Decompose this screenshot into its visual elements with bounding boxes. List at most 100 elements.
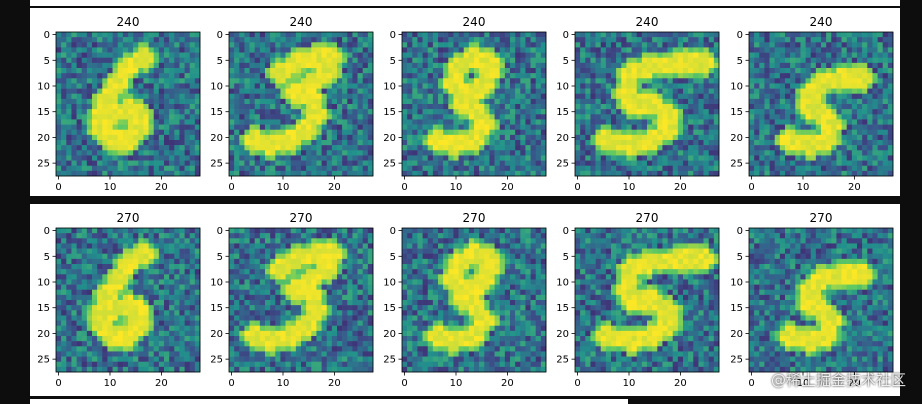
y-tick-label: 15	[556, 303, 569, 314]
y-tick-label: 25	[730, 159, 743, 170]
x-tick-label: 10	[623, 182, 636, 193]
figure-row-270: 270 0 10 20 0 5 10 15 20 25 270 0 10 20 0 5 10 15 20 25 270 0…	[37, 211, 894, 389]
y-tick-label: 25	[556, 159, 569, 170]
y-tick-label: 5	[44, 56, 50, 67]
y-tick-label: 0	[44, 30, 50, 41]
y-tick-label: 0	[44, 226, 50, 237]
y-tick-label: 10	[37, 82, 50, 93]
y-tick-label: 15	[383, 303, 396, 314]
x-tick-label: 20	[155, 182, 168, 193]
axes-frame	[748, 227, 894, 373]
y-tick-label: 15	[210, 107, 223, 118]
y-tick-label: 0	[563, 226, 569, 237]
y-tick-label: 5	[44, 252, 50, 263]
y-tick-label: 0	[737, 30, 743, 41]
x-tick-label: 10	[450, 378, 463, 389]
y-tick-label: 15	[37, 107, 50, 118]
subplot-title: 240	[636, 15, 659, 29]
axes-frame	[574, 227, 720, 373]
x-tick-label: 10	[797, 182, 810, 193]
y-tick-label: 5	[737, 252, 743, 263]
y-tick-label: 15	[210, 303, 223, 314]
x-tick-label: 10	[277, 378, 290, 389]
y-tick-label: 10	[210, 278, 223, 289]
digit-heatmap	[56, 32, 201, 177]
digit-heatmap	[575, 32, 720, 177]
y-tick-label: 5	[217, 252, 223, 263]
y-tick-label: 5	[217, 56, 223, 67]
y-tick-label: 0	[563, 30, 569, 41]
x-tick-label: 0	[401, 378, 407, 389]
y-tick-label: 5	[390, 56, 396, 67]
y-tick-label: 25	[383, 355, 396, 366]
watermark: @稀土掘金技术社区	[770, 371, 906, 389]
y-tick-label: 20	[730, 133, 743, 144]
y-tick-label: 10	[730, 82, 743, 93]
y-tick-label: 0	[217, 226, 223, 237]
x-tick-label: 10	[104, 182, 117, 193]
y-tick-label: 5	[563, 56, 569, 67]
y-tick-label: 0	[390, 226, 396, 237]
subplot-row-270-5: 270 0 10 20 0 5 10 15 20 25	[730, 211, 894, 389]
y-tick-label: 25	[383, 159, 396, 170]
y-tick-label: 20	[556, 329, 569, 340]
subplot-title: 270	[463, 211, 486, 225]
y-tick-label: 10	[556, 278, 569, 289]
y-tick-label: 0	[217, 30, 223, 41]
x-tick-label: 0	[401, 182, 407, 193]
axes-frame	[55, 31, 201, 177]
y-tick-label: 0	[737, 226, 743, 237]
x-tick-label: 10	[797, 378, 810, 389]
subplot-title: 270	[810, 211, 833, 225]
figure-panel-bottom: 270 0 10 20 0 5 10 15 20 25 270 0 10 20 0 5 10 15 20 25 270 0…	[30, 204, 900, 396]
y-tick-label: 25	[37, 159, 50, 170]
y-tick-label: 15	[730, 107, 743, 118]
subplot-row-270-1: 270 0 10 20 0 5 10 15 20 25	[37, 211, 201, 389]
y-tick-label: 15	[383, 107, 396, 118]
digit-heatmap	[402, 228, 547, 373]
y-tick-label: 10	[730, 278, 743, 289]
subplot-title: 240	[463, 15, 486, 29]
axes-frame	[228, 227, 374, 373]
y-tick-label: 5	[737, 56, 743, 67]
x-tick-label: 0	[228, 182, 234, 193]
x-tick-label: 20	[848, 378, 861, 389]
y-tick-label: 10	[37, 278, 50, 289]
axes-frame	[748, 31, 894, 177]
x-tick-label: 20	[501, 182, 514, 193]
subplot-row-240-1: 240 0 10 20 0 5 10 15 20 25	[37, 15, 201, 193]
y-tick-label: 15	[556, 107, 569, 118]
figure-row-240: 240 0 10 20 0 5 10 15 20 25 240 0 10 20 0 5 10 15 20 25 240 0…	[37, 15, 894, 193]
y-tick-label: 20	[210, 329, 223, 340]
x-tick-label: 0	[574, 182, 580, 193]
y-tick-label: 25	[556, 355, 569, 366]
y-tick-label: 20	[210, 133, 223, 144]
digit-heatmap	[229, 32, 374, 177]
axes-frame	[228, 31, 374, 177]
x-tick-label: 20	[674, 378, 687, 389]
x-tick-label: 0	[228, 378, 234, 389]
subplot-title: 270	[290, 211, 313, 225]
y-tick-label: 20	[37, 329, 50, 340]
y-tick-label: 10	[383, 278, 396, 289]
y-tick-label: 20	[730, 329, 743, 340]
digit-heatmap	[229, 228, 374, 373]
y-tick-label: 20	[383, 329, 396, 340]
y-tick-label: 20	[383, 133, 396, 144]
y-tick-label: 20	[556, 133, 569, 144]
y-tick-label: 15	[37, 303, 50, 314]
y-tick-label: 10	[210, 82, 223, 93]
x-tick-label: 0	[55, 378, 61, 389]
y-tick-label: 25	[210, 159, 223, 170]
y-tick-label: 25	[210, 355, 223, 366]
bottom-border-strip	[30, 399, 628, 404]
subplot-row-240-2: 240 0 10 20 0 5 10 15 20 25	[210, 15, 374, 193]
y-tick-label: 20	[37, 133, 50, 144]
y-tick-label: 10	[383, 82, 396, 93]
x-tick-label: 20	[848, 182, 861, 193]
y-tick-label: 15	[730, 303, 743, 314]
x-tick-label: 0	[55, 182, 61, 193]
axes-frame	[401, 31, 547, 177]
x-tick-label: 20	[328, 182, 341, 193]
x-tick-label: 20	[155, 378, 168, 389]
